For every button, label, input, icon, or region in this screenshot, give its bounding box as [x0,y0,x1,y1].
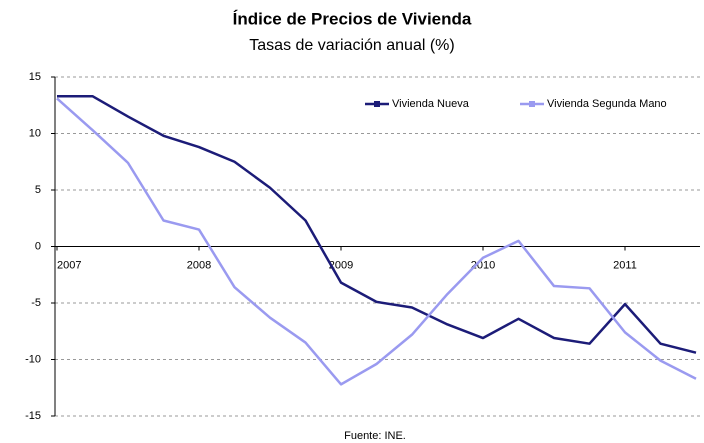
y-tick-label: -10 [25,353,41,365]
legend-label: Vivienda Nueva [392,98,470,110]
legend-marker [529,101,535,107]
y-tick-label: -5 [31,297,41,309]
y-tick-label: -15 [25,410,41,422]
y-tick-label: 10 [29,127,41,139]
x-tick-label: 2011 [613,259,637,271]
x-tick-label: 2008 [187,259,211,271]
chart-subtitle: Tasas de variación anual (%) [249,37,454,54]
legend-label: Vivienda Segunda Mano [547,98,667,110]
x-tick-label: 2009 [329,259,353,271]
chart-title: Índice de Precios de Vivienda [233,9,472,28]
legend-marker [374,101,380,107]
y-tick-label: 5 [35,184,41,196]
y-tick-label: 0 [35,240,41,252]
line-series [56,97,697,386]
x-tick-label: 2007 [57,259,81,271]
line-series [57,94,697,354]
y-tick-label: 15 [29,71,41,83]
source: Fuente: INE. [344,430,406,442]
